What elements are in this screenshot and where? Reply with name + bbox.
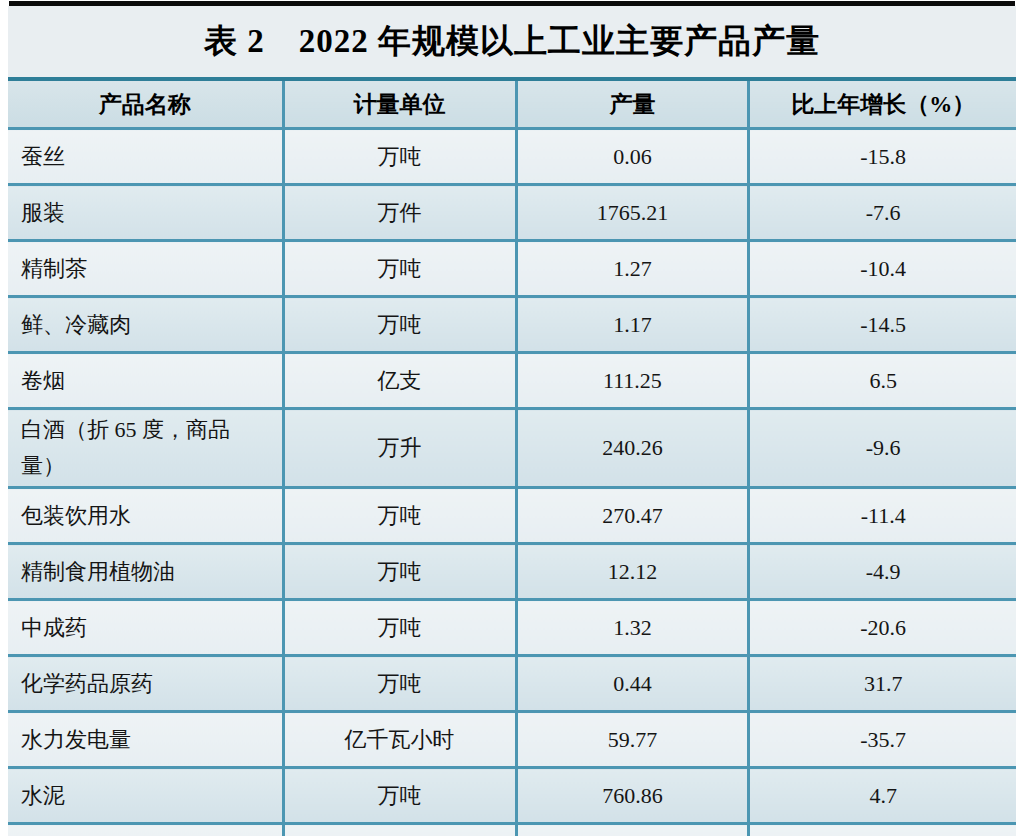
unit-cell: 万吨 xyxy=(283,129,516,185)
unit-cell: 万升 xyxy=(283,409,516,488)
table-body: 蚕丝万吨0.06-15.8服装万件1765.21-7.6精制茶万吨1.27-10… xyxy=(8,129,1016,836)
output-cell: 270.47 xyxy=(516,488,749,544)
table-row: 白酒（折 65 度，商品量）万升240.26-9.6 xyxy=(8,409,1016,488)
unit-cell: 万吨 xyxy=(283,544,516,600)
growth-cell: -7.6 xyxy=(749,185,1016,241)
table-container: 产品名称 计量单位 产量 比上年增长（%） 蚕丝万吨0.06-15.8服装万件1… xyxy=(8,77,1016,836)
products-table: 产品名称 计量单位 产量 比上年增长（%） 蚕丝万吨0.06-15.8服装万件1… xyxy=(8,77,1016,836)
table-row: 包装饮用水万吨270.47-11.4 xyxy=(8,488,1016,544)
output-cell: 0.44 xyxy=(516,656,749,712)
table-row: 精制茶万吨1.27-10.4 xyxy=(8,241,1016,297)
product-name-cell: 精制茶 xyxy=(8,241,283,297)
product-name-cell: 蚕丝 xyxy=(8,129,283,185)
table-row: 水力发电量亿千瓦小时59.77-35.7 xyxy=(8,712,1016,768)
output-cell: 1.27 xyxy=(516,241,749,297)
title-band: 表 2 2022 年规模以上工业主要产品产量 xyxy=(8,6,1016,77)
product-name-cell: 水泥 xyxy=(8,768,283,824)
header-row: 产品名称 计量单位 产量 比上年增长（%） xyxy=(8,79,1016,129)
unit-cell: 万吨 xyxy=(283,768,516,824)
unit-cell: 万吨 xyxy=(283,297,516,353)
table-title: 表 2 2022 年规模以上工业主要产品产量 xyxy=(204,19,820,64)
table-row: 中成药万吨1.32-20.6 xyxy=(8,600,1016,656)
product-name-cell: 商品混凝土 xyxy=(8,824,283,836)
product-name-cell: 中成药 xyxy=(8,600,283,656)
output-cell: 1.17 xyxy=(516,297,749,353)
growth-cell: 6.5 xyxy=(749,353,1016,409)
growth-cell: -35.7 xyxy=(749,712,1016,768)
unit-cell: 万吨 xyxy=(283,600,516,656)
product-name-cell: 白酒（折 65 度，商品量） xyxy=(8,409,283,488)
output-cell: 1661.84 xyxy=(516,824,749,836)
product-name-cell: 水力发电量 xyxy=(8,712,283,768)
growth-cell: -3.6 xyxy=(749,824,1016,836)
growth-cell: 4.7 xyxy=(749,768,1016,824)
output-cell: 111.25 xyxy=(516,353,749,409)
product-name-cell: 精制食用植物油 xyxy=(8,544,283,600)
table-row: 卷烟亿支111.256.5 xyxy=(8,353,1016,409)
table-row: 服装万件1765.21-7.6 xyxy=(8,185,1016,241)
table-row: 水泥万吨760.864.7 xyxy=(8,768,1016,824)
table-row: 化学药品原药万吨0.4431.7 xyxy=(8,656,1016,712)
unit-cell: 亿千瓦小时 xyxy=(283,712,516,768)
product-name-cell: 化学药品原药 xyxy=(8,656,283,712)
product-name-cell: 卷烟 xyxy=(8,353,283,409)
growth-cell: -4.9 xyxy=(749,544,1016,600)
output-cell: 0.06 xyxy=(516,129,749,185)
unit-cell: 万吨 xyxy=(283,656,516,712)
column-header-output: 产量 xyxy=(516,79,749,129)
output-cell: 240.26 xyxy=(516,409,749,488)
growth-cell: -15.8 xyxy=(749,129,1016,185)
product-name-cell: 鲜、冷藏肉 xyxy=(8,297,283,353)
table-row: 蚕丝万吨0.06-15.8 xyxy=(8,129,1016,185)
output-cell: 59.77 xyxy=(516,712,749,768)
unit-cell: 万吨 xyxy=(283,241,516,297)
growth-cell: -10.4 xyxy=(749,241,1016,297)
unit-cell: 万吨 xyxy=(283,488,516,544)
product-name-cell: 包装饮用水 xyxy=(8,488,283,544)
output-cell: 12.12 xyxy=(516,544,749,600)
growth-cell: -9.6 xyxy=(749,409,1016,488)
unit-cell: 万件 xyxy=(283,185,516,241)
growth-cell: -11.4 xyxy=(749,488,1016,544)
column-header-product-name: 产品名称 xyxy=(8,79,283,129)
unit-cell: 万吨 xyxy=(283,824,516,836)
output-cell: 1.32 xyxy=(516,600,749,656)
product-name-cell: 服装 xyxy=(8,185,283,241)
output-cell: 1765.21 xyxy=(516,185,749,241)
column-header-unit: 计量单位 xyxy=(283,79,516,129)
table-row: 商品混凝土万吨1661.84-3.6 xyxy=(8,824,1016,836)
growth-cell: -20.6 xyxy=(749,600,1016,656)
growth-cell: -14.5 xyxy=(749,297,1016,353)
table-row: 精制食用植物油万吨12.12-4.9 xyxy=(8,544,1016,600)
document-page: 表 2 2022 年规模以上工业主要产品产量 产品名称 计量单位 产量 比上年增… xyxy=(0,0,1024,836)
output-cell: 760.86 xyxy=(516,768,749,824)
table-row: 鲜、冷藏肉万吨1.17-14.5 xyxy=(8,297,1016,353)
unit-cell: 亿支 xyxy=(283,353,516,409)
growth-cell: 31.7 xyxy=(749,656,1016,712)
column-header-growth: 比上年增长（%） xyxy=(749,79,1016,129)
